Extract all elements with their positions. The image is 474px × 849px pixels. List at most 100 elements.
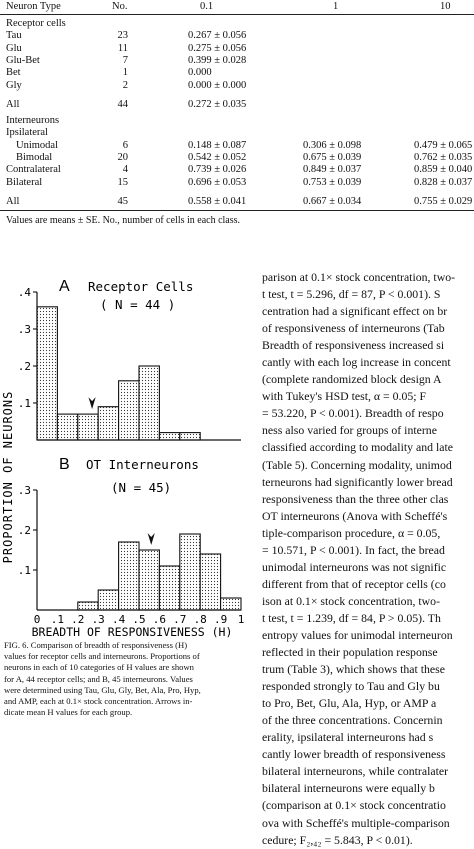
body-text-line: bilateral interneurons were equally b: [262, 781, 435, 796]
panel-a-y-tick-label: .3: [18, 323, 31, 336]
value-conc-01: 0.696 ± 0.053: [188, 176, 247, 188]
value-conc-01: 0.558 ± 0.041: [188, 195, 247, 207]
body-text-line: entropy values for unimodal interneuron: [262, 627, 453, 642]
caption-line: FIG. 6. Comparison of breadth of respons…: [4, 640, 188, 650]
panel-b-letter: B: [59, 456, 70, 473]
row-label: All: [6, 98, 20, 110]
value-conc-01: 0.000: [188, 67, 212, 79]
x-tick-label: .9: [214, 613, 227, 626]
table-row: Contralateral 4 0.739 ± 0.026 0.849 ± 0.037…: [0, 164, 474, 177]
row-count: 20: [117, 152, 129, 163]
panel-b-bar: [118, 541, 140, 611]
value-conc-01: 0.275 ± 0.056: [188, 42, 247, 54]
row-count: 23: [117, 30, 129, 42]
body-text-line: (complete randomized block design A: [262, 372, 442, 387]
header-neuron-type: Neuron Type: [6, 1, 61, 12]
value-conc-10: 0.762 ± 0.035: [414, 152, 473, 163]
body-text-line: bilateral interneurons, while contralate…: [262, 764, 449, 779]
panel-b-y-tick-label: .2: [18, 524, 31, 537]
panel-a-bar: [118, 380, 140, 441]
caption-line: were determined using Tau, Glu, Gly, Bet…: [4, 684, 201, 695]
row-label: Bet: [6, 67, 21, 79]
header-conc-1: 1: [333, 1, 339, 12]
table-header-rule: [0, 14, 474, 15]
x-tick-label: .4: [112, 613, 126, 626]
body-text-line: trum (Table 3), which shows that these: [262, 662, 445, 677]
row-count: 1: [122, 67, 128, 79]
row-label: Ipsilateral: [6, 127, 48, 139]
panel-a-mean-arrow: [88, 397, 96, 410]
table-row: Bilateral 15 0.696 ± 0.053 0.753 ± 0.039 0.8…: [0, 177, 474, 190]
panel-a-title: Receptor Cells: [88, 279, 193, 294]
body-text-line: reflected in their population response: [262, 645, 438, 660]
row-label: Tau: [6, 30, 22, 42]
panel-a-y-tick-label: .2: [18, 360, 31, 373]
table-row: Gly 2 0.000 ± 0.000: [0, 80, 474, 93]
panel-a-bar: [179, 432, 201, 441]
panel-a-bar: [36, 306, 58, 441]
panel-b-title: OT Interneurons: [86, 457, 199, 472]
panel-b-bar: [158, 565, 181, 611]
group-label: Receptor cells: [6, 18, 66, 29]
header-number: No.: [112, 1, 128, 12]
table-row: Glu-Bet 7 0.399 ± 0.028: [0, 55, 474, 68]
body-text-line: OT interneurons (Anova with Scheffé's: [262, 508, 448, 523]
value-conc-01: 0.399 ± 0.028: [188, 54, 247, 66]
panel-b-bar: [97, 589, 120, 611]
panel-a-bar: [97, 406, 120, 441]
row-count: 7: [122, 54, 128, 66]
panel-a-bar: [77, 413, 99, 441]
body-text-line: = 53.220, P < 0.001). Breadth of respo: [262, 406, 444, 421]
body-text-column: parison at 0.1× stock concentration, two…: [262, 269, 474, 849]
x-tick-label: .6: [153, 613, 166, 626]
table-group-heading: Receptor cells: [0, 18, 474, 31]
table-note: Values are means ± SE. No., number of ce…: [6, 215, 241, 226]
row-count: 6: [122, 139, 128, 151]
table-row: Bet 1 0.000: [0, 67, 474, 80]
body-text-line: = 10.571, P < 0.001). In fact, the bread: [262, 542, 445, 557]
value-conc-10: 0.755 ± 0.029: [414, 195, 473, 207]
value-conc-1: 0.667 ± 0.034: [303, 195, 362, 207]
figure-caption: FIG. 6. Comparison of breadth of respons…: [4, 640, 266, 718]
panel-a-y-tick-label: .1: [18, 397, 31, 410]
table-row: Ipsilateral: [0, 127, 474, 140]
body-text-line: of responsiveness of interneurons (Tab: [262, 321, 445, 336]
value-conc-01: 0.542 ± 0.052: [188, 152, 247, 163]
header-conc-01: 0.1: [200, 1, 214, 12]
table-row: Unimodal 6 0.148 ± 0.087 0.306 ± 0.098 0.479…: [0, 140, 474, 153]
value-conc-01: 0.148 ± 0.087: [188, 139, 247, 151]
row-count: 4: [122, 164, 128, 176]
value-conc-01: 0.000 ± 0.000: [188, 79, 247, 91]
group-label: Interneurons: [6, 115, 60, 127]
body-text-line: terneurons had significantly lower bread: [262, 474, 453, 489]
panel-b-y-tick-label: .1: [18, 564, 31, 577]
value-conc-01: 0.272 ± 0.035: [188, 98, 247, 110]
panel-b-bar: [138, 549, 160, 611]
row-label: Gly: [6, 79, 22, 91]
x-tick-label: .3: [92, 613, 105, 626]
x-tick-label: .8: [194, 613, 207, 626]
body-text-line: tiple-comparison procedure, α = 0.05,: [262, 525, 441, 540]
table-bottom-rule: [0, 210, 474, 211]
body-text-line: of the three concentrations. Concernin: [262, 713, 443, 728]
body-text-line: t test, t = 1.239, df = 84, P > 0.05). T…: [262, 610, 441, 625]
value-conc-1: 0.675 ± 0.039: [303, 152, 362, 163]
body-text-line: centration had a significant effect on b…: [262, 304, 448, 319]
table-row: All 45 0.558 ± 0.041 0.667 ± 0.034 0.755 ± 0…: [0, 196, 474, 209]
body-text-line: Breadth of responsiveness increased si: [262, 338, 445, 353]
row-count: 44: [117, 98, 129, 110]
caption-line: and AMP, each at 0.1× stock concentratio…: [4, 696, 193, 707]
caption-line: values for receptor cells and interneuro…: [4, 651, 200, 662]
caption-line: for A, 44 receptor cells; and B, 45 inte…: [4, 673, 193, 684]
panel-b-bar: [179, 533, 201, 611]
x-tick-label: 0: [34, 613, 41, 626]
row-label: Bilateral: [6, 176, 43, 188]
row-count: 2: [122, 79, 128, 91]
caption-line: dicate mean H values for each group.: [4, 707, 133, 718]
body-text-line: t test, t = 5.296, df = 87, P < 0.001). …: [262, 287, 441, 302]
panel-a-y-tick-label: .4: [18, 286, 32, 299]
row-label: Glu-Bet: [6, 54, 40, 66]
panel-b-bar: [199, 553, 222, 611]
value-conc-10: 0.859 ± 0.040: [414, 164, 473, 176]
table-row: All 44 0.272 ± 0.035: [0, 99, 474, 112]
